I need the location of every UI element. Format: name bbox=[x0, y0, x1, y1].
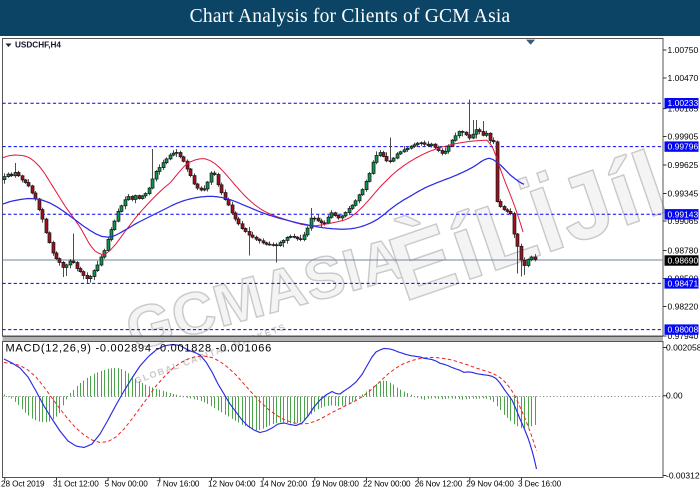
svg-text:ÈíLÏJíl: ÈíLÏJíl bbox=[377, 131, 680, 321]
svg-text:5 Nov 00:00: 5 Nov 00:00 bbox=[105, 480, 149, 489]
svg-text:31 Oct 12:00: 31 Oct 12:00 bbox=[53, 480, 99, 489]
svg-text:12 Nov 04:00: 12 Nov 04:00 bbox=[208, 480, 256, 489]
svg-text:28 Oct 2019: 28 Oct 2019 bbox=[1, 480, 45, 489]
svg-text:0.98780: 0.98780 bbox=[668, 246, 699, 256]
svg-text:0.99143: 0.99143 bbox=[668, 209, 699, 219]
svg-text:14 Nov 20:00: 14 Nov 20:00 bbox=[260, 480, 308, 489]
svg-text:22 Nov 00:00: 22 Nov 00:00 bbox=[363, 480, 411, 489]
svg-text:MACD(12,26,9) -0.002894 -0.001: MACD(12,26,9) -0.002894 -0.001828 -0.001… bbox=[6, 343, 272, 355]
svg-text:1.00750: 1.00750 bbox=[668, 45, 699, 55]
svg-text:3 Dec 16:00: 3 Dec 16:00 bbox=[518, 480, 562, 489]
svg-text:29 Nov 04:00: 29 Nov 04:00 bbox=[466, 480, 514, 489]
svg-text:0.99625: 0.99625 bbox=[668, 160, 699, 170]
svg-text:0.98690: 0.98690 bbox=[668, 256, 699, 266]
svg-text:0.002058: 0.002058 bbox=[666, 343, 700, 353]
svg-text:0.00: 0.00 bbox=[666, 391, 683, 401]
svg-text:0.99065: 0.99065 bbox=[668, 216, 699, 226]
svg-text:1.00233: 1.00233 bbox=[668, 98, 699, 108]
svg-text:19 Nov 08:00: 19 Nov 08:00 bbox=[311, 480, 359, 489]
svg-text:0.98008: 0.98008 bbox=[668, 325, 699, 335]
svg-text:26 Nov 12:00: 26 Nov 12:00 bbox=[415, 480, 463, 489]
svg-text:USDCHF,H4: USDCHF,H4 bbox=[15, 41, 61, 50]
svg-text:0.99905: 0.99905 bbox=[668, 132, 699, 142]
svg-text:1.00470: 1.00470 bbox=[668, 73, 699, 83]
svg-text:0.98471: 0.98471 bbox=[668, 278, 699, 288]
svg-text:0.99345: 0.99345 bbox=[668, 189, 699, 199]
svg-text:0.97940: 0.97940 bbox=[668, 331, 699, 341]
svg-text:0.99796: 0.99796 bbox=[668, 142, 699, 152]
svg-text:0.98220: 0.98220 bbox=[668, 302, 699, 312]
svg-text:7 Nov 16:00: 7 Nov 16:00 bbox=[156, 480, 200, 489]
svg-text:-0.003129: -0.003129 bbox=[666, 471, 700, 481]
svg-text:1.00185: 1.00185 bbox=[668, 104, 699, 114]
